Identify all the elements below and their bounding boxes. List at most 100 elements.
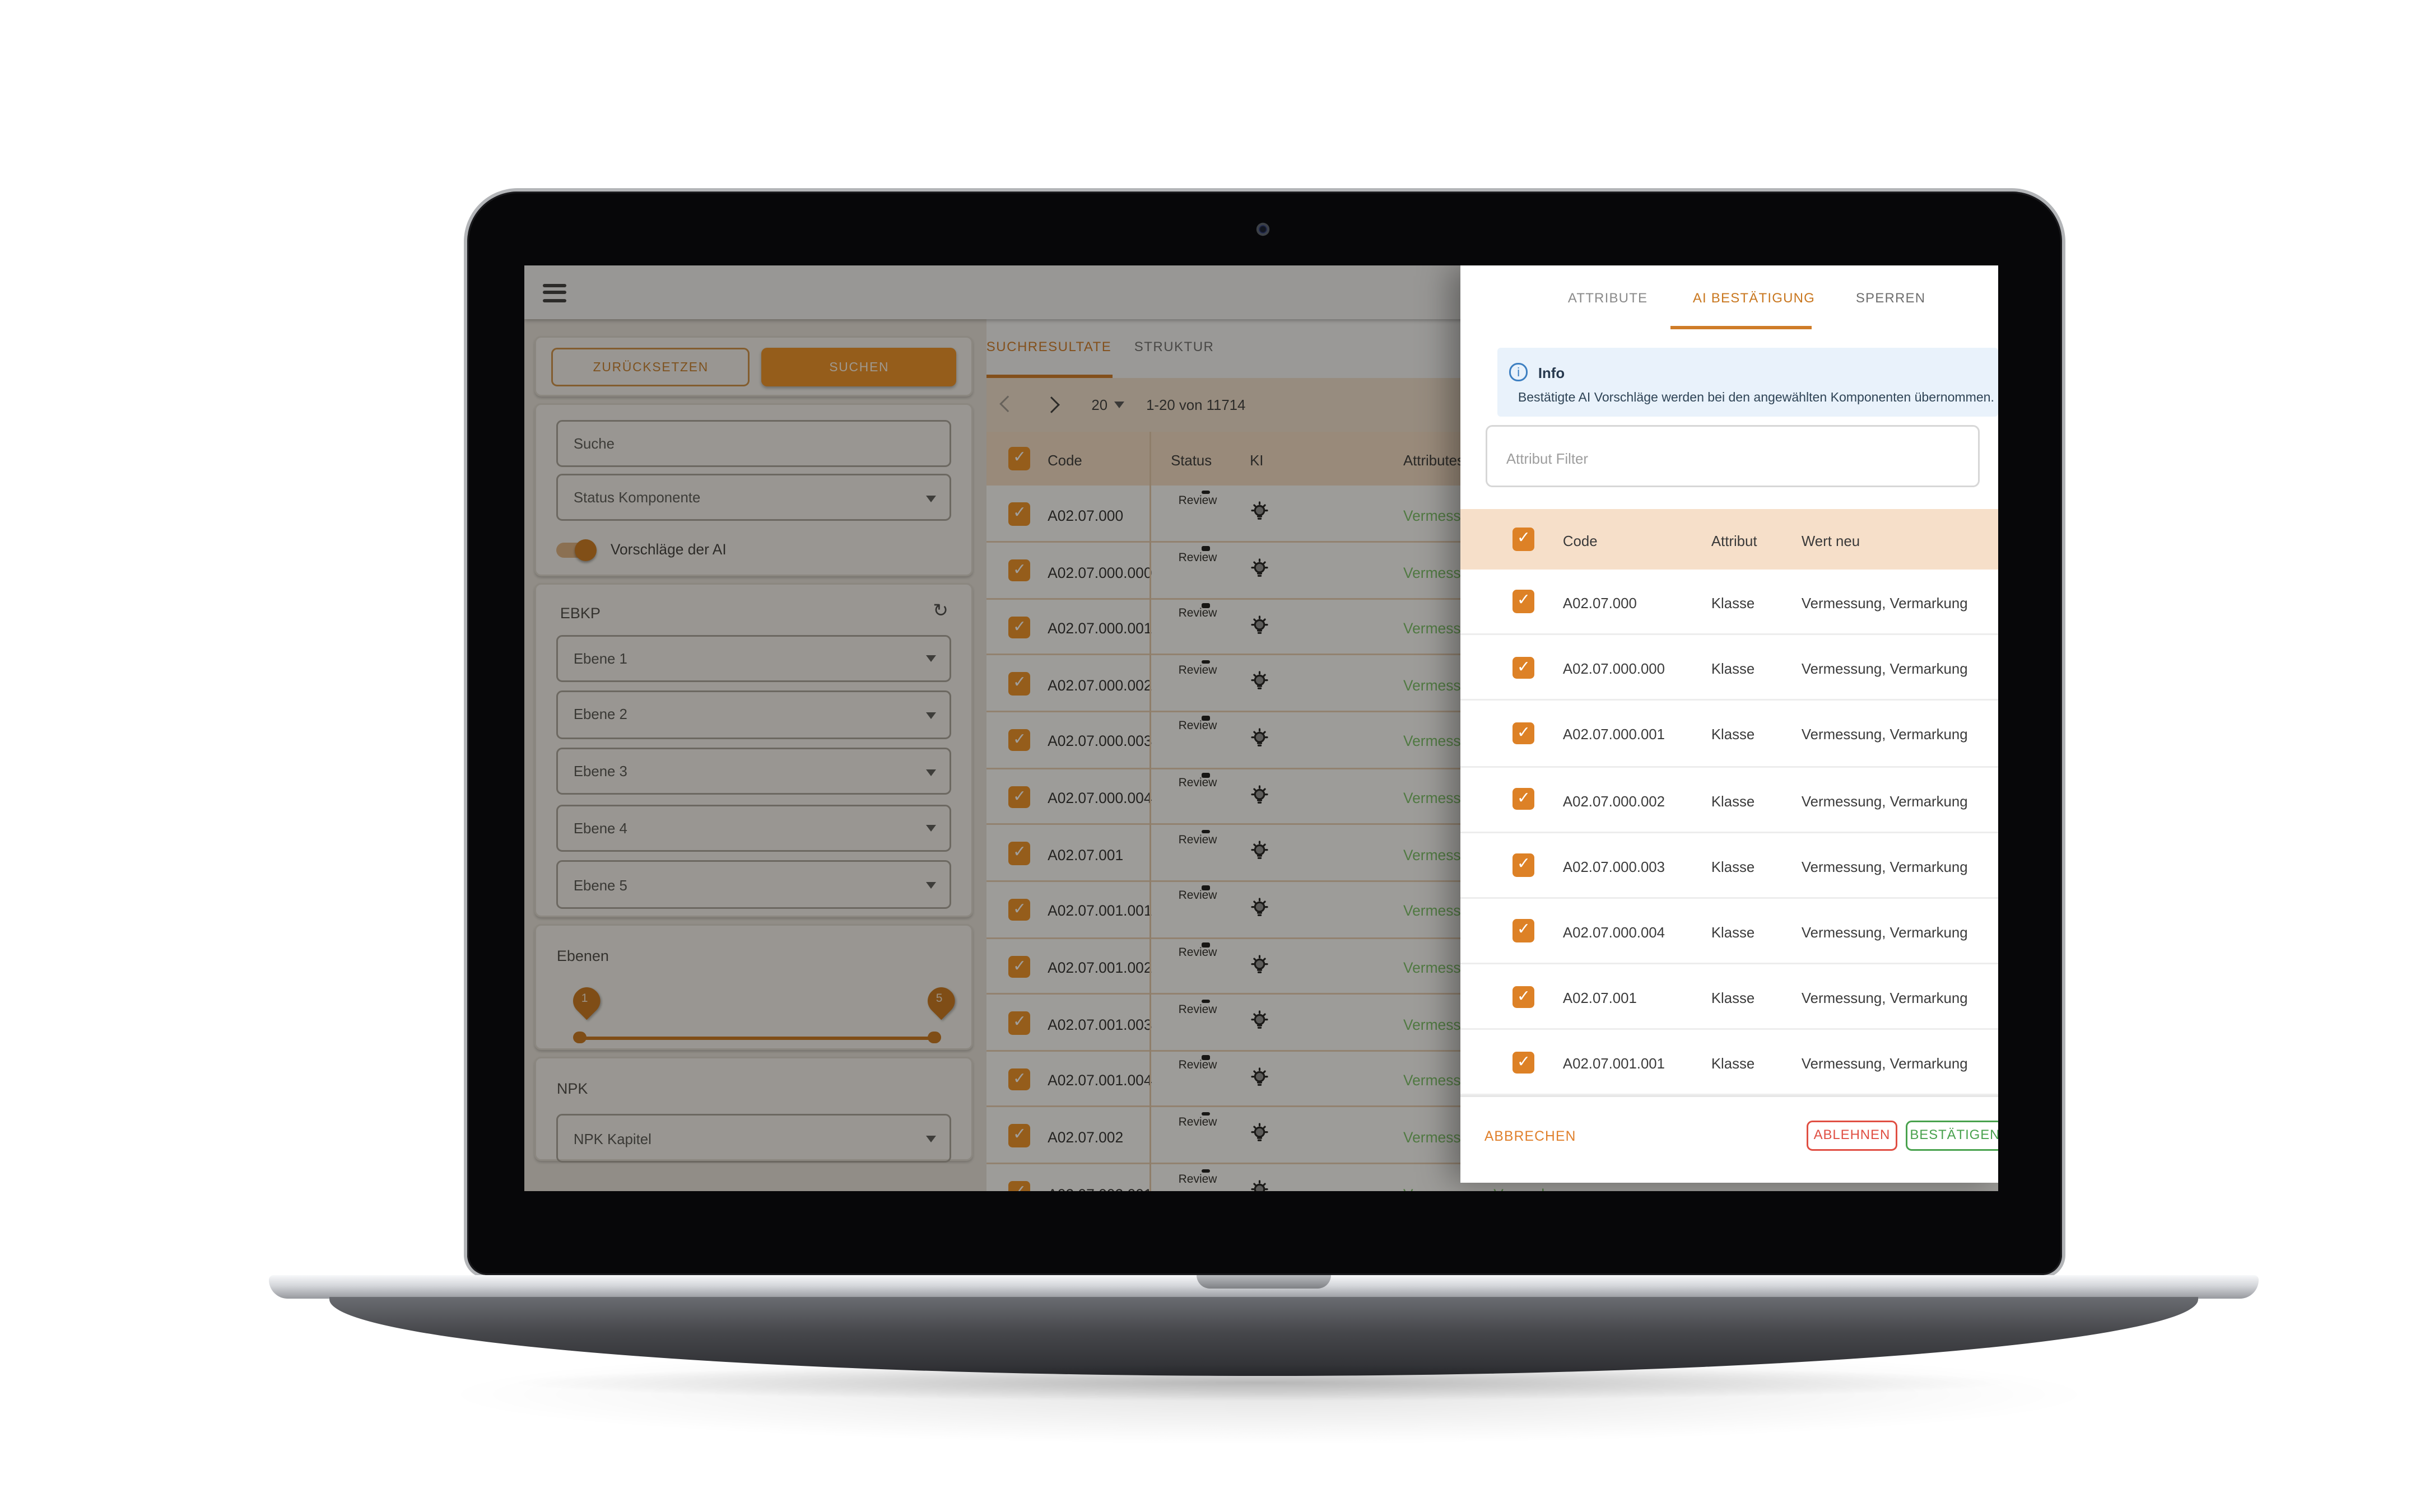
row-checkbox[interactable]: ✓ (1008, 955, 1031, 978)
suggestion-row[interactable]: ✓ A02.07.000.004 Klasse Vermessung, Verm… (1460, 899, 1999, 965)
row-status: Review (1171, 776, 1225, 790)
row-checkbox[interactable]: ✓ (1008, 1181, 1031, 1191)
dialog-tabs: ATTRIBUTE AI BESTÄTIGUNG SPERREN (1461, 266, 1999, 337)
slider-track[interactable] (576, 1036, 932, 1040)
row-wert-neu: Vermessung, Vermarkung (1801, 726, 1968, 744)
ai-toggle-label: Vorschläge der AI (610, 542, 727, 559)
row-checkbox[interactable]: ✓ (1512, 788, 1535, 811)
row-checkbox[interactable]: ✓ (1008, 729, 1031, 752)
chevron-down-icon (926, 825, 937, 832)
suggestion-row[interactable]: ✓ A02.07.000.001 Klasse Vermessung, Verm… (1460, 701, 1999, 767)
ai-suggestion-bulb-icon (1246, 839, 1272, 864)
tab-struktur[interactable]: STRUKTUR (1134, 339, 1214, 354)
row-attribut: Klasse (1711, 923, 1755, 941)
ebene-3-select[interactable]: Ebene 3 (556, 748, 952, 795)
row-status: Review (1171, 719, 1225, 733)
toggle-knob (574, 538, 597, 562)
page-size-select[interactable]: 20 (1091, 396, 1125, 413)
row-checkbox[interactable]: ✓ (1512, 1051, 1535, 1074)
column-code: Code (1562, 532, 1598, 549)
select-all-checkbox[interactable]: ✓ (1512, 528, 1535, 551)
row-status: Review (1171, 662, 1225, 677)
row-checkbox[interactable]: ✓ (1008, 1011, 1031, 1034)
row-checkbox[interactable]: ✓ (1008, 502, 1031, 525)
tab-sperren[interactable]: SPERREN (1855, 290, 1926, 306)
row-checkbox[interactable]: ✓ (1008, 842, 1031, 865)
row-attribut: Klasse (1711, 1055, 1755, 1072)
row-checkbox[interactable]: ✓ (1512, 853, 1535, 876)
ai-toggle-row: Vorschläge der AI (556, 538, 952, 562)
row-checkbox[interactable]: ✓ (1008, 1124, 1031, 1147)
suggestion-row[interactable]: ✓ A02.07.000.000 Klasse Vermessung, Verm… (1460, 635, 1999, 702)
row-code: A02.07.001.001 (1048, 903, 1152, 920)
suggestion-row[interactable]: ✓ A02.07.000.003 Klasse Vermessung, Verm… (1460, 833, 1999, 899)
row-checkbox[interactable]: ✓ (1512, 985, 1535, 1008)
row-attribut: Klasse (1711, 594, 1755, 612)
npk-kapitel-select[interactable]: NPK Kapitel (556, 1114, 952, 1163)
refresh-icon[interactable]: ↻ (933, 601, 948, 622)
row-code: A02.07.001.002 (1048, 959, 1152, 977)
row-checkbox[interactable]: ✓ (1008, 559, 1031, 582)
column-attributes: Attributes (1403, 451, 1464, 468)
row-checkbox[interactable]: ✓ (1512, 656, 1535, 679)
ebene-5-select[interactable]: Ebene 5 (556, 861, 952, 908)
ai-suggestion-bulb-icon (1246, 895, 1272, 921)
row-checkbox[interactable]: ✓ (1512, 722, 1535, 745)
ai-suggestion-bulb-icon (1246, 1121, 1272, 1146)
search-placeholder: Suche (573, 435, 615, 452)
row-checkbox[interactable]: ✓ (1008, 615, 1031, 638)
pagination-range: 1-20 von 11714 (1146, 396, 1246, 413)
ebene-1-select[interactable]: Ebene 1 (556, 634, 952, 682)
ebene-3-label: Ebene 3 (573, 763, 627, 780)
row-checkbox[interactable]: ✓ (1008, 785, 1031, 808)
suggestion-row[interactable]: ✓ A02.07.001.001 Klasse Vermessung, Verm… (1460, 1030, 1999, 1096)
attribut-filter-input[interactable] (1502, 427, 1947, 489)
ai-suggestion-bulb-icon (1246, 500, 1272, 525)
row-status: Review (1171, 945, 1225, 959)
ai-confirmation-dialog: ATTRIBUTE AI BESTÄTIGUNG SPERREN i Info … (1460, 265, 1999, 1183)
search-button[interactable]: SUCHEN (761, 348, 957, 387)
row-checkbox[interactable]: ✓ (1008, 898, 1031, 921)
suggestion-row[interactable]: ✓ A02.07.001 Klasse Vermessung, Vermarku… (1460, 964, 1999, 1030)
cancel-button[interactable]: ABBRECHEN (1484, 1129, 1576, 1145)
review-label: Review (1178, 891, 1217, 903)
review-label: Review (1178, 608, 1217, 620)
status-placeholder: Status Komponente (573, 489, 701, 506)
ai-suggestions-toggle[interactable] (556, 538, 597, 562)
ebene-2-select[interactable]: Ebene 2 (556, 691, 952, 739)
chevron-down-icon (926, 655, 937, 662)
menu-icon[interactable] (543, 284, 567, 302)
row-code: A02.07.001.003 (1048, 1016, 1152, 1033)
review-label: Review (1178, 1004, 1217, 1016)
row-checkbox[interactable]: ✓ (1512, 920, 1535, 942)
status-komponente-select[interactable]: Status Komponente (556, 474, 952, 522)
ebene-1-label: Ebene 1 (573, 650, 627, 667)
reset-button[interactable]: ZURÜCKSETZEN (551, 348, 750, 387)
review-label: Review (1178, 665, 1217, 677)
row-attribut: Klasse (1711, 792, 1755, 809)
tab-suchresultate[interactable]: SUCHRESULTATE (986, 339, 1112, 354)
ai-suggestion-bulb-icon (1246, 952, 1272, 977)
select-all-checkbox[interactable]: ✓ (1008, 447, 1031, 470)
row-attributes: Vermessung, Vermarkung (1403, 1186, 1574, 1191)
suggestion-row[interactable]: ✓ A02.07.000.002 Klasse Vermessung, Verm… (1460, 767, 1999, 833)
row-checkbox[interactable]: ✓ (1512, 590, 1535, 613)
row-code: A02.07.000.000 (1562, 660, 1665, 678)
ebene-4-select[interactable]: Ebene 4 (556, 804, 952, 852)
tab-ai-bestaetigung[interactable]: AI BESTÄTIGUNG (1692, 290, 1816, 306)
suggestion-row[interactable]: ✓ A02.07.000 Klasse Vermessung, Vermarku… (1460, 570, 1999, 636)
column-code: Code (1048, 451, 1082, 468)
reject-button[interactable]: ABLEHNEN (1806, 1120, 1897, 1151)
row-checkbox[interactable]: ✓ (1008, 1068, 1031, 1091)
ebenen-title: Ebenen (556, 947, 609, 964)
tab-attribute[interactable]: ATTRIBUTE (1567, 290, 1648, 306)
ebkp-card: EBKP ↻ Ebene 1 Ebene 2 Ebene 3 (534, 582, 974, 917)
row-code: A02.07.000 (1048, 507, 1124, 524)
search-input[interactable]: Suche (556, 419, 952, 467)
row-checkbox[interactable]: ✓ (1008, 672, 1031, 695)
chevron-down-icon (926, 495, 937, 502)
ebene-4-label: Ebene 4 (573, 819, 627, 837)
row-code: A02.07.000.002 (1048, 676, 1152, 694)
confirm-button[interactable]: BESTÄTIGEN (1906, 1120, 1999, 1151)
actions-card: ZURÜCKSETZEN SUCHEN (534, 336, 974, 396)
